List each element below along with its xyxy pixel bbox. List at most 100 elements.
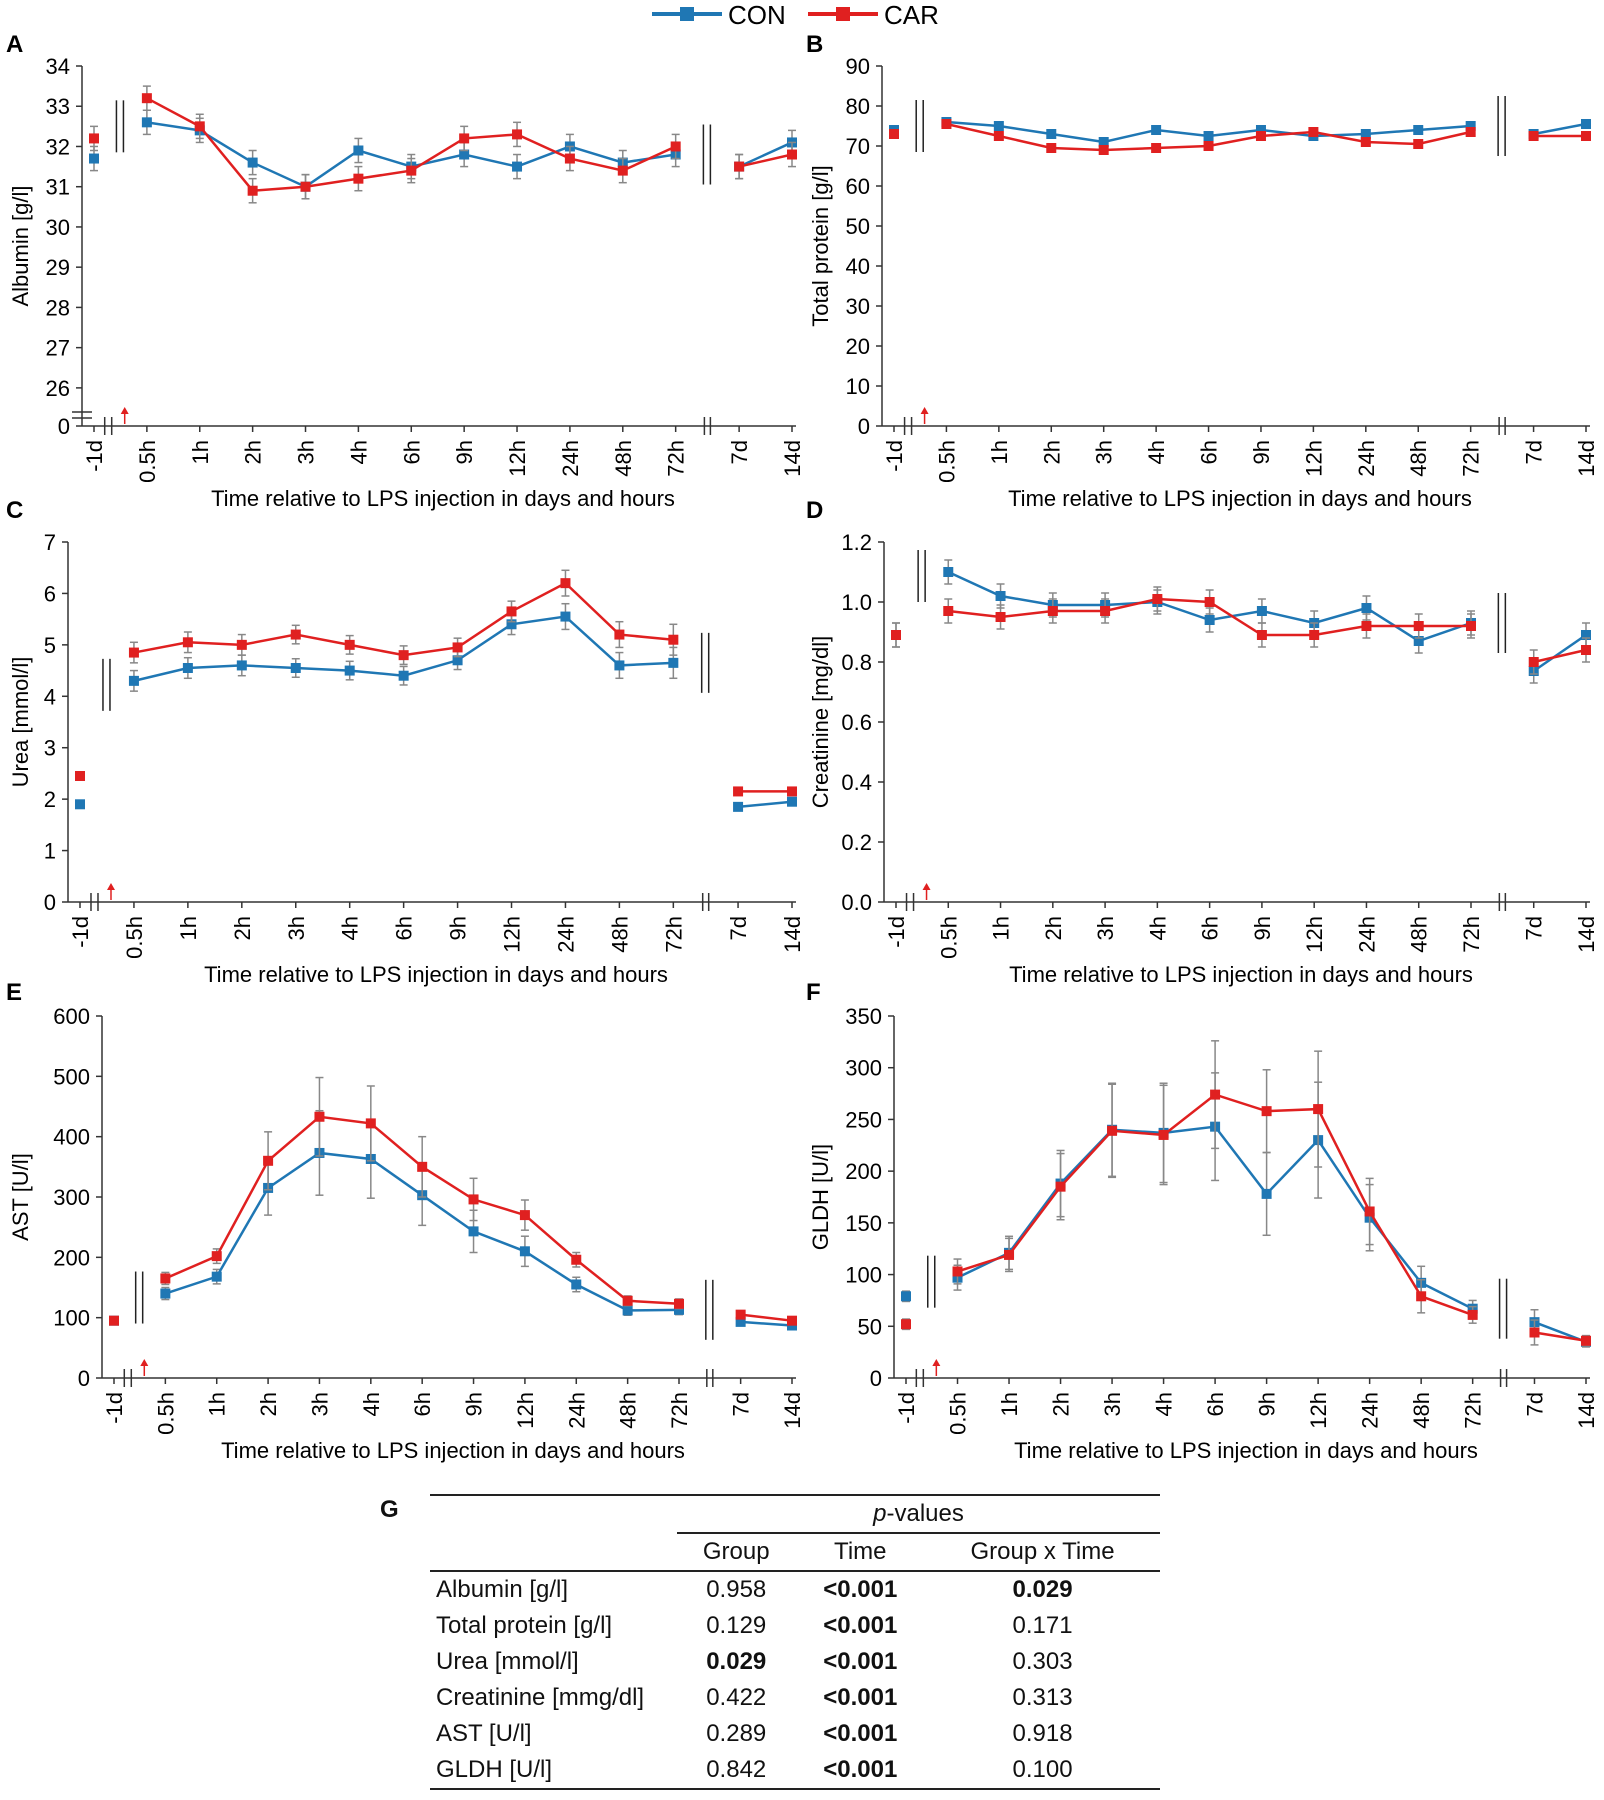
data-point xyxy=(398,670,409,681)
panel-label: A xyxy=(6,31,23,58)
y-tick-label: 150 xyxy=(845,1211,882,1236)
cell-time: <0.001 xyxy=(823,1612,898,1639)
x-tick-label: 48h xyxy=(616,1392,641,1429)
data-point xyxy=(314,1111,325,1122)
data-point xyxy=(512,129,523,140)
data-point xyxy=(1158,1129,1169,1140)
x-tick-label: 12h xyxy=(500,916,525,953)
data-point xyxy=(622,1295,633,1306)
y-tick-label: 29 xyxy=(46,255,70,280)
data-point xyxy=(941,119,952,129)
y-tick-label: 500 xyxy=(53,1064,90,1089)
y-tick-label: 40 xyxy=(846,254,870,279)
data-point xyxy=(452,642,463,653)
x-tick-label: 9h xyxy=(452,440,477,464)
x-tick-label: 14d xyxy=(1574,1392,1599,1429)
panel-label: D xyxy=(806,497,823,524)
y-tick-label: 34 xyxy=(46,54,70,79)
data-point xyxy=(1151,143,1162,153)
x-tick-label: 4h xyxy=(346,440,371,464)
lps-injection-arrowhead xyxy=(932,1359,941,1366)
data-point xyxy=(668,657,679,668)
x-tick-label: 72h xyxy=(1459,440,1484,477)
panel-c: 0 1 2 3 4 5 6 7 -1d 0.5h 1h 2h 3h 4h 6h 9h 12h 24h 48h 72h 7… xyxy=(6,497,805,987)
data-point xyxy=(519,1246,530,1257)
x-axis-label: Time relative to LPS injection in days a… xyxy=(1014,1438,1478,1463)
x-axis-label: Time relative to LPS injection in days a… xyxy=(221,1438,685,1463)
data-point xyxy=(995,591,1006,601)
y-tick-label: 32 xyxy=(46,134,70,159)
data-point xyxy=(506,606,517,617)
y-tick-label: 80 xyxy=(846,94,870,119)
x-tick-label: 48h xyxy=(611,440,636,477)
data-point xyxy=(300,181,311,192)
data-point xyxy=(735,1316,746,1327)
x-tick-label: 3h xyxy=(294,440,319,464)
x-tick-label: 9h xyxy=(1249,440,1274,464)
p-values-table: p-values Group Time Group x Time Albumin… xyxy=(430,1494,1160,1790)
y-tick-label: 200 xyxy=(845,1159,882,1184)
lps-injection-arrowhead xyxy=(140,1359,149,1366)
data-point xyxy=(617,165,628,176)
series-con xyxy=(109,1109,797,1331)
data-point xyxy=(1256,630,1267,640)
y-tick-label: 100 xyxy=(53,1306,90,1331)
x-tick-label: 0.5h xyxy=(135,440,160,483)
x-tick-label: 6h xyxy=(1203,1392,1228,1416)
data-point xyxy=(993,131,1004,141)
data-point xyxy=(735,1309,746,1320)
panel-label: F xyxy=(806,979,821,1006)
data-point xyxy=(734,161,745,172)
x-tick-label: -1d xyxy=(882,440,907,472)
data-point xyxy=(674,1298,684,1309)
x-tick-label: 24h xyxy=(1358,1392,1383,1429)
x-tick-label: 6h xyxy=(392,916,417,940)
x-axis-label: Time relative to LPS injection in days a… xyxy=(1009,962,1473,987)
data-point xyxy=(1413,636,1424,646)
data-point xyxy=(365,1118,376,1129)
x-tick-label: 4h xyxy=(1152,1392,1177,1416)
panel-label-g: G xyxy=(380,1496,399,1523)
cell-time: <0.001 xyxy=(823,1684,898,1711)
data-point xyxy=(468,1194,479,1205)
data-point xyxy=(1308,127,1319,137)
y-tick-label: 33 xyxy=(46,94,70,119)
x-tick-label: 24h xyxy=(1354,440,1379,477)
data-point xyxy=(512,161,523,172)
cell-gxt: 0.100 xyxy=(925,1752,1160,1790)
x-tick-label: 6h xyxy=(1197,440,1222,464)
data-point xyxy=(1255,125,1266,135)
data-point xyxy=(1151,125,1162,135)
table-row: Creatinine [mmg/dl] 0.422 <0.001 0.313 xyxy=(430,1680,1160,1716)
y-tick-label: 0.4 xyxy=(841,770,872,795)
y-tick-label: 70 xyxy=(846,134,870,159)
x-tick-label: 2h xyxy=(1039,440,1064,464)
y-axis-label: GLDH [U/l] xyxy=(808,1144,833,1250)
x-tick-label: 3h xyxy=(1093,916,1118,940)
series-con xyxy=(75,602,797,812)
legend-con-label: CON xyxy=(728,0,786,30)
series-line xyxy=(1533,648,1587,664)
cell-group: 0.422 xyxy=(706,1684,767,1711)
data-point xyxy=(1581,119,1591,129)
x-tick-label: 24h xyxy=(1354,916,1379,953)
x-tick-label: 0.5h xyxy=(153,1392,178,1435)
data-point xyxy=(993,121,1004,131)
y-tick-label: 0 xyxy=(78,1366,90,1391)
y-tick-label: 50 xyxy=(858,1314,882,1339)
data-point xyxy=(952,1266,963,1277)
y-tick-label: 300 xyxy=(53,1185,90,1210)
data-point xyxy=(290,663,301,673)
data-point xyxy=(1046,129,1057,139)
data-point xyxy=(1413,125,1424,135)
data-point xyxy=(889,129,899,139)
data-point xyxy=(1465,121,1476,131)
data-point xyxy=(344,639,355,650)
data-point xyxy=(1203,141,1214,151)
data-point xyxy=(468,1226,479,1237)
data-point xyxy=(1255,131,1266,141)
x-tick-label: 12h xyxy=(1306,1392,1331,1429)
lps-injection-arrowhead xyxy=(922,883,931,890)
data-point xyxy=(733,801,744,812)
x-tick-label: 72h xyxy=(667,1392,692,1429)
